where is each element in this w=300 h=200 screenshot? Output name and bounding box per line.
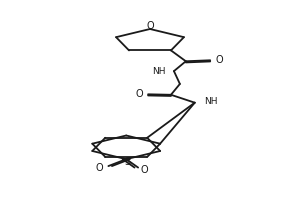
Text: O: O [146,21,154,31]
Text: S: S [124,157,131,167]
Text: NH: NH [204,97,218,106]
Text: O: O [135,89,143,99]
Text: O: O [215,55,223,65]
Text: O: O [140,165,148,175]
Text: O: O [96,163,103,173]
Text: NH: NH [152,67,166,76]
